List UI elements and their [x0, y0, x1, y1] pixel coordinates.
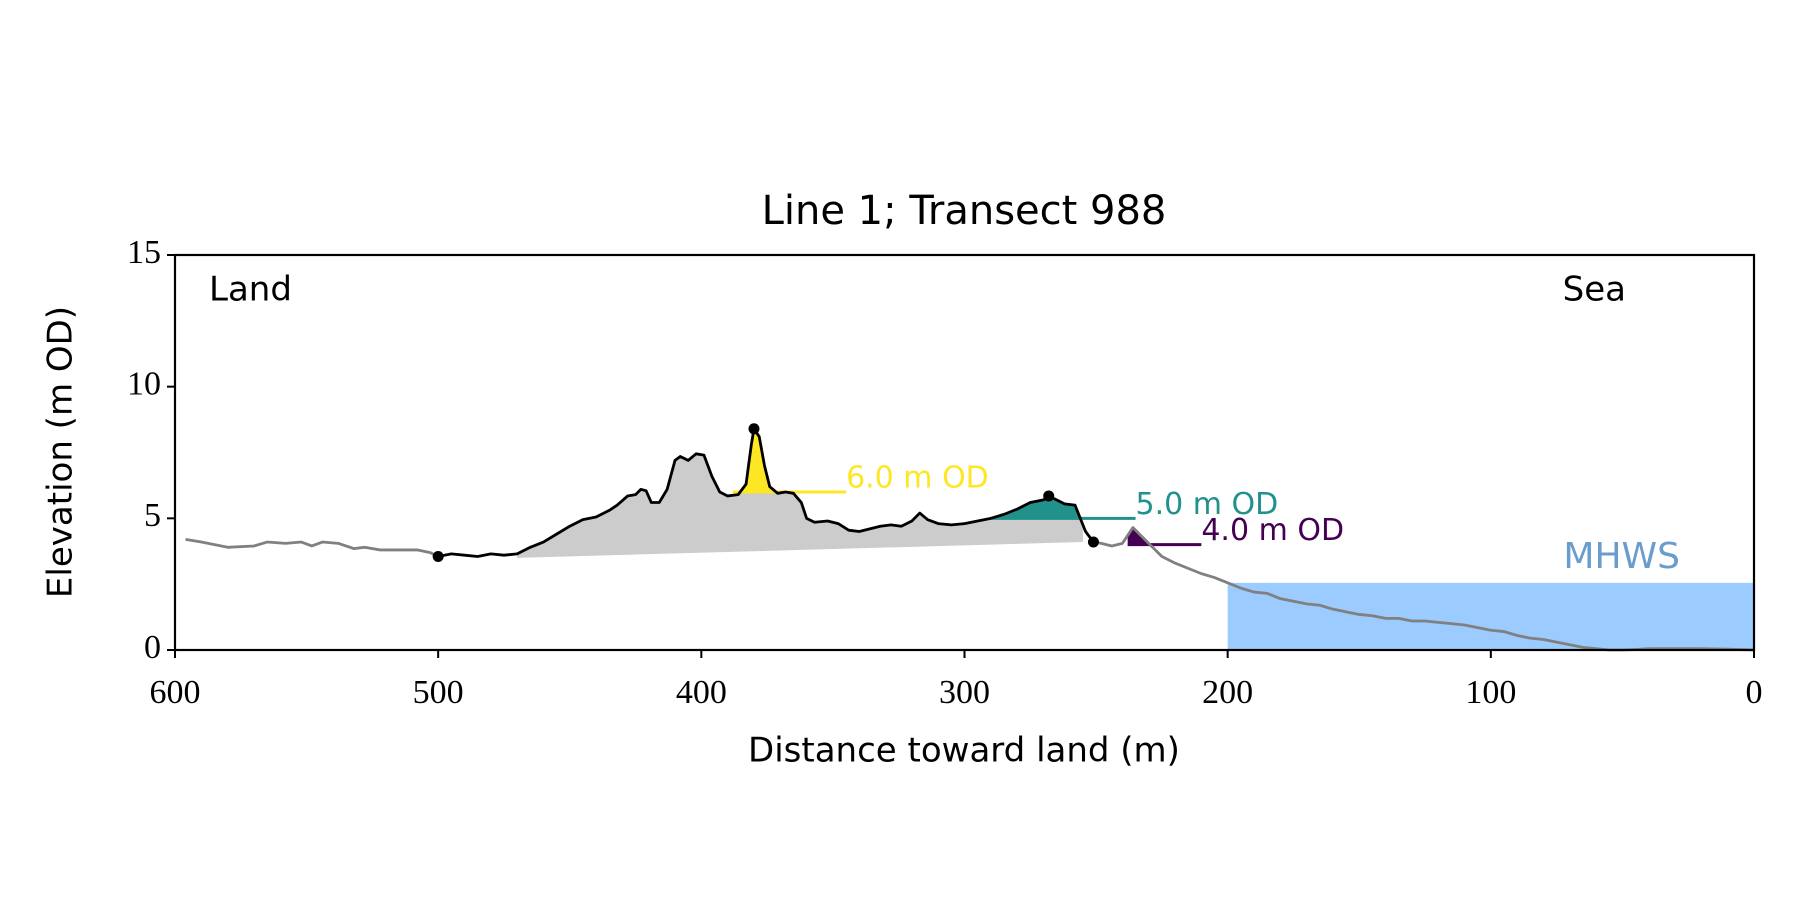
profile-line: [437, 427, 1095, 558]
y-axis-label: Elevation (m OD): [41, 306, 81, 598]
y-tick-label: 10: [127, 365, 161, 402]
sea-label: Sea: [1563, 270, 1626, 310]
x-tick-label: 200: [1202, 674, 1253, 711]
x-tick-label: 400: [676, 674, 727, 711]
x-axis-label: Distance toward land (m): [748, 731, 1180, 771]
x-tick-label: 500: [413, 674, 464, 711]
mhws-label: MHWS: [1563, 536, 1680, 577]
y-tick-label: 5: [144, 497, 161, 534]
threshold-label: 5.0 m OD: [1136, 487, 1279, 522]
profile-line: [185, 538, 439, 558]
threshold-label: 6.0 m OD: [846, 461, 989, 496]
y-tick-label: 0: [144, 629, 161, 666]
key-point: [748, 423, 760, 435]
x-tick-label: 300: [939, 674, 990, 711]
mhws-area: [1227, 582, 1754, 650]
y-tick-label: 15: [127, 234, 161, 271]
threshold-label: 4.0 m OD: [1201, 513, 1344, 548]
dune-fill: [517, 428, 1083, 558]
x-tick-label: 0: [1746, 674, 1763, 711]
key-point: [432, 551, 444, 563]
profile-line: [1093, 526, 1755, 652]
land-label: Land: [209, 270, 292, 310]
x-tick-label: 600: [150, 674, 201, 711]
key-point: [1087, 536, 1099, 548]
x-tick-label: 100: [1465, 674, 1516, 711]
chart-title: Line 1; Transect 988: [762, 188, 1167, 234]
key-point: [1043, 490, 1055, 502]
